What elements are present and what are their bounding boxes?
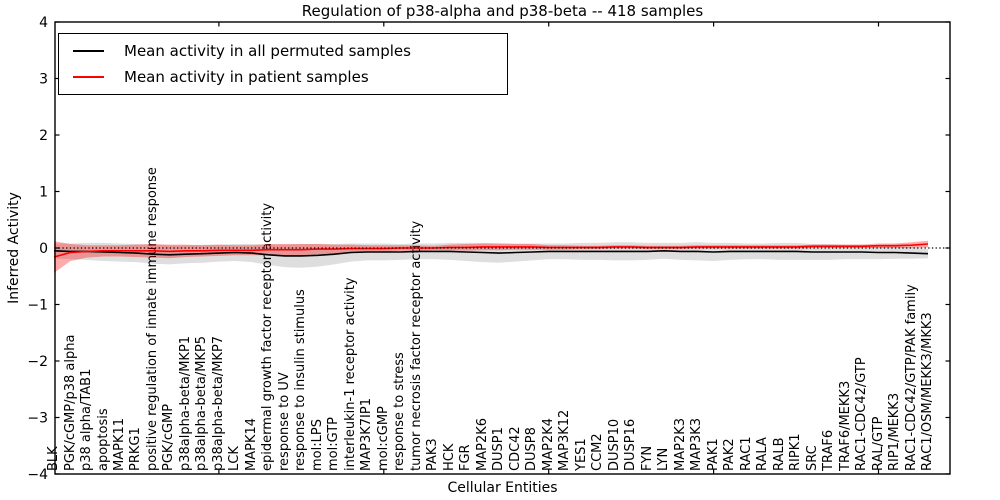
patient-mean-line [53,243,929,258]
y-tick-label: −2 [27,354,48,370]
y-tick-label: 2 [39,128,48,144]
y-tick-label: 0 [39,241,48,257]
legend-item-permuted: Mean activity in all permuted samples [73,42,507,60]
permuted-band [54,242,928,268]
y-tick-label: −4 [27,467,48,483]
patient-line-swatch [73,76,104,78]
y-axis-label: Inferred Activity [6,192,22,304]
patient-band [54,240,928,273]
y-tick-label: −3 [27,411,48,427]
legend-item-patient: Mean activity in patient samples [73,68,507,86]
permuted-line-swatch [73,50,104,52]
permuted-mean-line [53,249,929,257]
legend: Mean activity in all permuted samples Me… [58,33,508,95]
chart-title: Regulation of p38-alpha and p38-beta -- … [301,2,704,20]
y-tick-label: 1 [39,185,48,201]
y-tick-label: 4 [39,15,48,31]
y-tick-label: 3 [39,72,48,88]
y-tick-label: −1 [27,298,48,314]
legend-label-permuted: Mean activity in all permuted samples [124,42,411,60]
x-axis-label: Cellular Entities [447,480,558,496]
legend-label-patient: Mean activity in patient samples [124,68,369,86]
